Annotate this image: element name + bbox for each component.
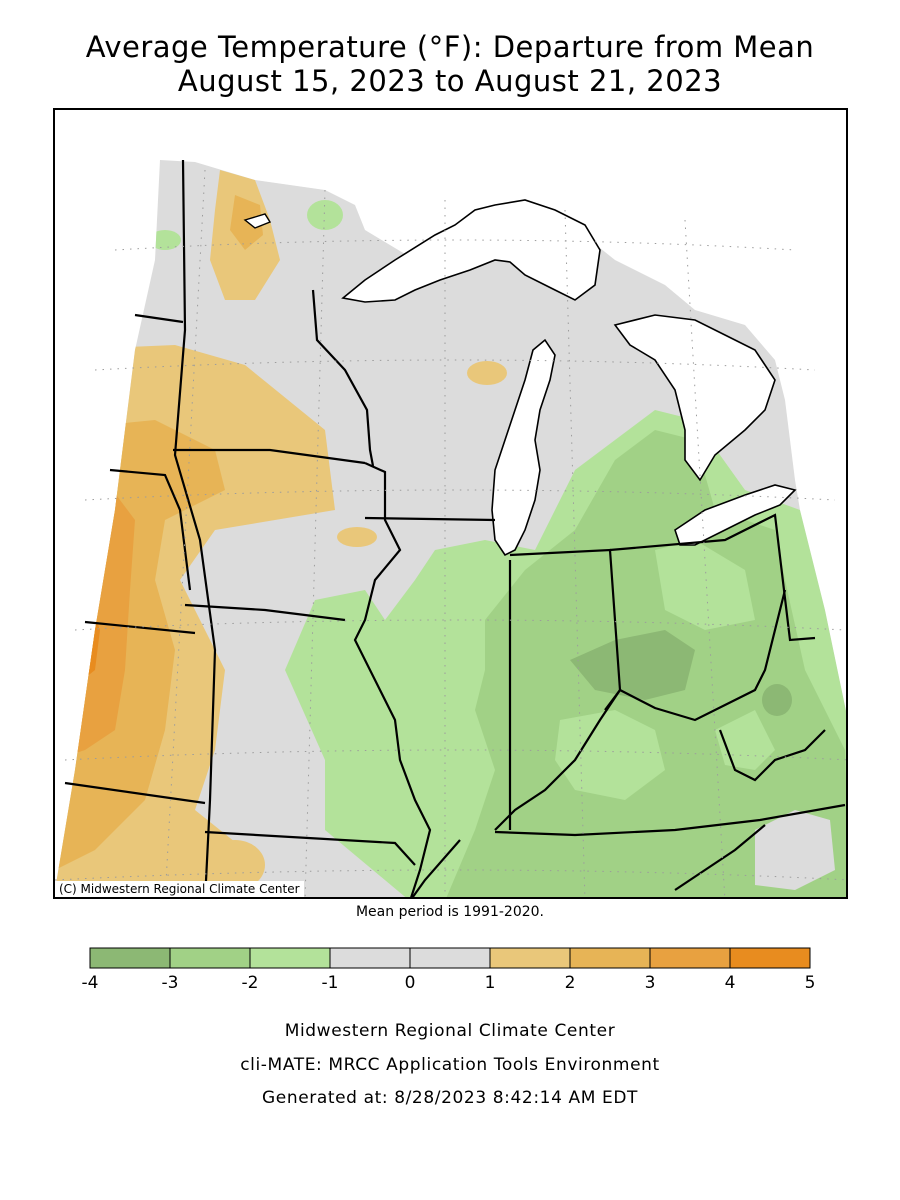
legend-tick-label: 2 xyxy=(565,973,576,993)
footer-tool: cli-MATE: MRCC Application Tools Environ… xyxy=(240,1055,660,1075)
warm-patch-ia xyxy=(337,527,377,547)
north-water-lake xyxy=(243,213,272,229)
map-date-range: August 15, 2023 to August 21, 2023 xyxy=(177,64,723,98)
legend-swatch xyxy=(409,947,491,969)
map-title: Average Temperature (°F): Departure from… xyxy=(85,30,815,64)
legend-ticks: -4 -3 -2 -1 0 1 2 3 4 5 xyxy=(82,973,816,993)
warm-patch-north-core xyxy=(230,195,263,250)
cool-zone-dark-east xyxy=(762,684,792,716)
legend-swatch xyxy=(489,947,571,969)
legend-tick-label: -4 xyxy=(82,973,99,993)
warm-patch-mo xyxy=(205,840,265,890)
cool-island-oh xyxy=(655,540,755,630)
mean-period-note: Mean period is 1991-2020. xyxy=(355,904,545,920)
lake-erie xyxy=(674,484,797,546)
legend-swatch xyxy=(89,947,171,969)
cool-island-ky xyxy=(555,710,665,800)
lake-superior xyxy=(341,199,601,303)
legend-swatch xyxy=(329,947,411,969)
legend-swatch xyxy=(169,947,251,969)
legend-swatch xyxy=(569,947,651,969)
cool-patch-arrowhead xyxy=(307,200,343,230)
legend-tick-label: -3 xyxy=(162,973,179,993)
legend-tick-label: 5 xyxy=(805,973,816,993)
legend-tick-label: -1 xyxy=(322,973,339,993)
neutral-island-va xyxy=(755,810,835,890)
lake-michigan xyxy=(491,338,556,557)
cool-zone-dark-center xyxy=(570,630,695,700)
footer-org: Midwestern Regional Climate Center xyxy=(284,1021,616,1041)
footer-generated: Generated at: 8/28/2023 8:42:14 AM EDT xyxy=(261,1088,639,1108)
warm-patch-wi xyxy=(467,361,507,385)
legend-tick-label: 4 xyxy=(725,973,736,993)
legend-boxes xyxy=(89,947,811,969)
legend-tick-label: -2 xyxy=(242,973,259,993)
lake-huron xyxy=(613,314,776,482)
legend-swatch xyxy=(729,947,811,969)
legend-swatch xyxy=(249,947,331,969)
cool-patch-nw xyxy=(149,230,181,250)
temperature-departure-map: (C) Midwestern Regional Climate Center xyxy=(53,108,848,899)
color-legend: -4 -3 -2 -1 0 1 2 3 4 5 xyxy=(82,947,816,993)
graticule xyxy=(55,169,846,897)
legend-tick-label: 3 xyxy=(645,973,656,993)
map-copyright: (C) Midwestern Regional Climate Center xyxy=(55,881,304,897)
legend-swatch xyxy=(649,947,731,969)
map-canvas xyxy=(55,159,846,897)
state-boundaries xyxy=(64,159,846,897)
legend-tick-label: 1 xyxy=(485,973,496,993)
legend-tick-label: 0 xyxy=(405,973,416,993)
